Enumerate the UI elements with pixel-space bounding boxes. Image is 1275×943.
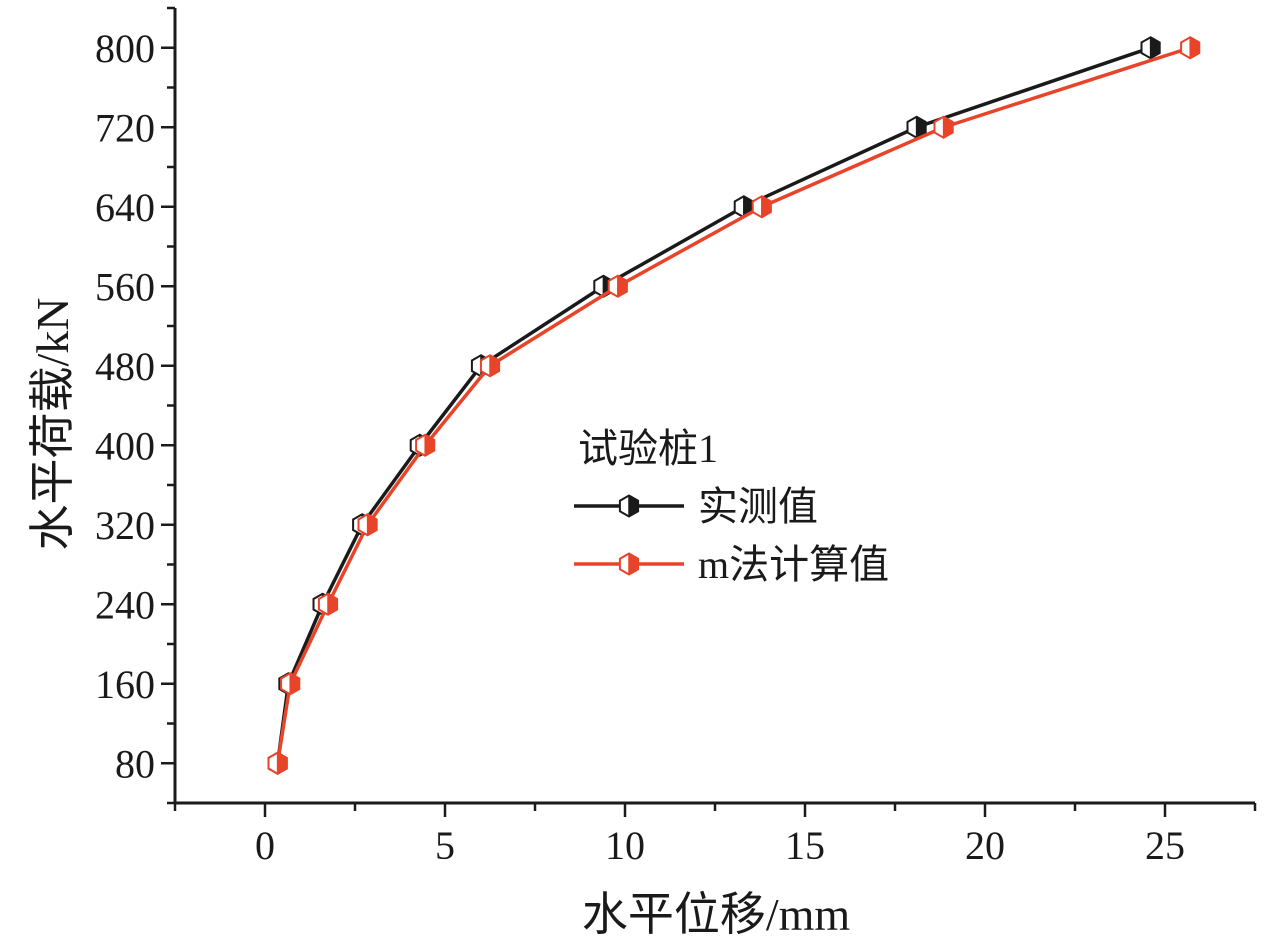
legend-swatch-series-1 [574, 494, 684, 518]
marker-right-half [425, 434, 435, 456]
series-layer [267, 36, 1201, 775]
y-tick-label: 720 [95, 105, 155, 150]
legend-title: 试验桩1 [578, 426, 718, 471]
axes-group [173, 8, 1255, 805]
legend-label-series-1: 实测值 [698, 484, 818, 529]
marker-right-half [617, 275, 627, 297]
y-tick-label: 560 [95, 264, 155, 309]
y-axis-title: 水平荷载/kN [27, 298, 78, 551]
marker-right-half [277, 752, 287, 774]
legend-swatch-series-2 [574, 552, 684, 576]
legend-entries [574, 494, 684, 576]
ticks-group: 80 160 240 320 400 480 560 640 720 800 0 5 10 15 20 25 [95, 6, 1257, 868]
marker-right-half [761, 196, 771, 218]
y-tick-label: 320 [95, 503, 155, 548]
marker-right-half [1190, 37, 1200, 59]
y-tick-label: 640 [95, 185, 155, 230]
marker-right-half [629, 553, 639, 575]
series-2-point [317, 592, 339, 616]
series-1-point [906, 115, 927, 139]
y-tick-label: 160 [95, 662, 155, 707]
legend-label-series-2: m法计算值 [698, 542, 889, 587]
legend: 试验桩1 实测值 m法计算值 [574, 426, 889, 587]
y-tick-label: 240 [95, 582, 155, 627]
x-tick-label: 0 [255, 823, 275, 868]
marker-right-half [916, 116, 926, 138]
legend-swatch-marker [618, 494, 640, 518]
series-2 [267, 36, 1201, 775]
series-2-point [267, 751, 288, 775]
legend-swatch-marker [618, 552, 640, 576]
x-tick-label: 5 [435, 823, 455, 868]
series-2-point [280, 672, 301, 696]
series-1 [267, 36, 1161, 775]
series-2-point [479, 354, 501, 378]
marker-right-half [629, 495, 639, 517]
marker-right-half [367, 514, 377, 536]
series-2-point [415, 433, 436, 457]
series-1-line [275, 46, 1152, 764]
x-tick-label: 25 [1145, 823, 1185, 868]
marker-right-half [290, 673, 300, 695]
y-tick-label: 400 [95, 423, 155, 468]
y-tick-label: 480 [95, 344, 155, 389]
series-2-point [1180, 36, 1201, 60]
x-tick-label: 20 [965, 823, 1005, 868]
series-2-line [275, 46, 1191, 764]
series-1-point [1140, 36, 1161, 60]
series-2-point [357, 513, 378, 537]
y-tick-label: 80 [115, 741, 155, 786]
x-tick-label: 15 [785, 823, 825, 868]
marker-right-half [328, 593, 338, 615]
marker-right-half [1150, 37, 1160, 59]
series-2-point [933, 115, 954, 139]
y-tick-label: 800 [95, 26, 155, 71]
series-2-point [751, 195, 772, 219]
x-tick-label: 10 [605, 823, 645, 868]
marker-right-half [490, 355, 500, 377]
marker-right-half [943, 116, 953, 138]
x-axis-title: 水平位移/mm [582, 889, 851, 940]
series-2-point [607, 274, 628, 298]
